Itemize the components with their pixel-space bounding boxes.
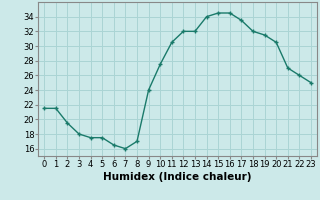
X-axis label: Humidex (Indice chaleur): Humidex (Indice chaleur) — [103, 172, 252, 182]
